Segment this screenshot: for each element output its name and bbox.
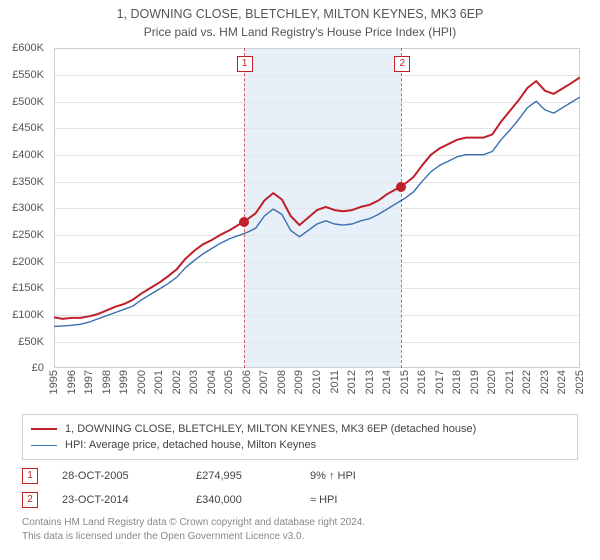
y-tick-label: £0 [32,362,44,374]
x-tick-label: 2002 [171,370,183,394]
y-tick-label: £250K [12,229,44,241]
x-tick-label: 1999 [118,370,130,394]
transaction-row: 1 28-OCT-2005 £274,995 9% ↑ HPI [22,468,578,484]
x-tick-label: 2025 [574,370,586,394]
x-tick-label: 2013 [364,370,376,394]
x-tick-label: 2018 [451,370,463,394]
transaction-price: £274,995 [196,470,286,482]
x-tick-label: 2024 [556,370,568,394]
transaction-delta: 9% ↑ HPI [310,470,400,482]
x-tick-label: 2005 [223,370,235,394]
y-tick-label: £400K [12,149,44,161]
y-tick-label: £550K [12,69,44,81]
x-tick-label: 2023 [539,370,551,394]
y-axis-labels: £0£50K£100K£150K£200K£250K£300K£350K£400… [0,48,50,368]
transaction-date: 23-OCT-2014 [62,494,172,506]
x-tick-label: 2010 [311,370,323,394]
y-tick-label: £450K [12,122,44,134]
y-tick-label: £100K [12,309,44,321]
sale-marker-box: 2 [394,56,410,72]
footnote: Contains HM Land Registry data © Crown c… [22,516,578,544]
x-tick-label: 2016 [416,370,428,394]
x-tick-label: 2015 [399,370,411,394]
x-axis-labels: 1995199619971998199920002001200220032004… [54,370,580,410]
chart-container: { "title": { "main": "1, DOWNING CLOSE, … [0,0,600,544]
legend-swatch [31,428,57,430]
transaction-marker-2: 2 [22,492,38,508]
x-tick-label: 1998 [101,370,113,394]
series-property [54,78,580,320]
line-layer [54,48,580,368]
y-tick-label: £600K [12,42,44,54]
x-tick-label: 2006 [241,370,253,394]
transaction-delta: ≈ HPI [310,494,400,506]
y-tick-label: £500K [12,96,44,108]
x-tick-label: 2001 [153,370,165,394]
x-tick-label: 2007 [258,370,270,394]
legend-swatch [31,445,57,446]
chart-title: 1, DOWNING CLOSE, BLETCHLEY, MILTON KEYN… [0,6,600,24]
x-tick-label: 2020 [486,370,498,394]
sale-point [239,217,249,227]
chart-title-block: 1, DOWNING CLOSE, BLETCHLEY, MILTON KEYN… [0,0,600,40]
x-tick-label: 2003 [188,370,200,394]
plot-area: 12 [54,48,580,368]
footnote-line: Contains HM Land Registry data © Crown c… [22,516,578,530]
transaction-row: 2 23-OCT-2014 £340,000 ≈ HPI [22,492,578,508]
chart-area: £0 £50K £100K £150K £200K £250K £300K £350K £400… [0,44,600,414]
x-tick-label: 2008 [276,370,288,394]
x-tick-label: 2019 [469,370,481,394]
legend-item: HPI: Average price, detached house, Milt… [31,437,569,453]
chart-subtitle: Price paid vs. HM Land Registry's House … [0,24,600,41]
sale-marker-box: 1 [237,56,253,72]
x-tick-label: 2021 [504,370,516,394]
sale-vline [401,48,402,368]
y-tick-label: £50K [18,336,44,348]
x-tick-label: 2011 [329,370,341,394]
x-tick-label: 2004 [206,370,218,394]
x-tick-label: 2009 [293,370,305,394]
x-tick-label: 2000 [136,370,148,394]
series-hpi [54,97,580,326]
x-tick-label: 2014 [381,370,393,394]
transaction-date: 28-OCT-2005 [62,470,172,482]
transaction-price: £340,000 [196,494,286,506]
x-tick-label: 2022 [521,370,533,394]
bottom-panel: 1, DOWNING CLOSE, BLETCHLEY, MILTON KEYN… [22,414,578,544]
legend: 1, DOWNING CLOSE, BLETCHLEY, MILTON KEYN… [22,414,578,460]
x-tick-label: 1996 [66,370,78,394]
sale-vline [244,48,245,368]
legend-label: HPI: Average price, detached house, Milt… [65,439,316,451]
y-tick-label: £300K [12,202,44,214]
x-tick-label: 2012 [346,370,358,394]
x-tick-label: 1997 [83,370,95,394]
transaction-marker-1: 1 [22,468,38,484]
footnote-line: This data is licensed under the Open Gov… [22,530,578,544]
y-tick-label: £200K [12,256,44,268]
x-tick-label: 1995 [48,370,60,394]
legend-label: 1, DOWNING CLOSE, BLETCHLEY, MILTON KEYN… [65,423,476,435]
y-tick-label: £350K [12,176,44,188]
legend-item: 1, DOWNING CLOSE, BLETCHLEY, MILTON KEYN… [31,421,569,437]
x-tick-label: 2017 [434,370,446,394]
y-tick-label: £150K [12,282,44,294]
